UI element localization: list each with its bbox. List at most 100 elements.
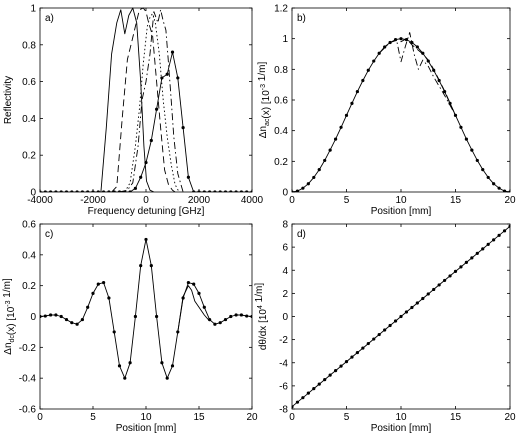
data-point: [49, 313, 53, 317]
data-point: [317, 168, 321, 172]
data-point: [234, 190, 238, 192]
data-point: [86, 190, 90, 192]
panel-label: c): [45, 229, 53, 240]
data-point: [306, 391, 310, 395]
x-tick-label: 0: [37, 412, 43, 423]
data-point: [59, 190, 63, 192]
data-point: [415, 301, 419, 305]
data-point: [170, 364, 175, 368]
data-point: [176, 330, 180, 334]
x-tick-label: 2000: [188, 195, 211, 206]
series-line-solid: [93, 7, 155, 192]
data-point: [486, 175, 490, 180]
data-point: [475, 251, 479, 255]
data-point: [223, 317, 228, 322]
data-point: [502, 229, 507, 233]
data-point: [133, 314, 137, 319]
data-point: [128, 190, 132, 192]
data-point: [213, 322, 217, 326]
x-axis-label: Position [mm]: [371, 206, 432, 217]
data-point: [223, 190, 228, 192]
data-point: [102, 280, 106, 285]
series-line-dashed: [111, 7, 176, 192]
data-point: [139, 264, 143, 268]
data-point: [481, 247, 485, 251]
data-point: [186, 280, 190, 285]
data-point: [176, 76, 180, 80]
data-point: [388, 323, 392, 328]
y-tick-label: 0.6: [274, 96, 288, 107]
y-tick-label: 1: [30, 4, 36, 15]
data-point: [40, 314, 42, 319]
data-point: [464, 260, 468, 264]
data-point: [361, 78, 365, 83]
y-tick-label: 0: [30, 188, 36, 199]
plot-frame: [39, 7, 253, 193]
series-line-dashed: [389, 38, 456, 116]
data-point: [181, 126, 185, 130]
data-point: [448, 274, 452, 278]
data-point: [40, 190, 42, 192]
y-tick-label: 1: [282, 34, 288, 45]
y-tick-label: -6: [279, 381, 288, 392]
y-tick-label: -4: [279, 358, 288, 369]
y-tick-label: -0.6: [19, 405, 37, 416]
data-point: [80, 317, 84, 322]
data-point: [492, 182, 496, 186]
x-axis-label: Position [mm]: [371, 423, 432, 434]
x-axis-label: Position [mm]: [116, 423, 177, 434]
x-tick-label: 5: [90, 412, 96, 423]
data-point: [149, 138, 153, 143]
data-point: [372, 59, 376, 63]
x-axis-label: Frequency detuning [GHz]: [88, 206, 205, 217]
x-tick-label: 10: [395, 412, 407, 423]
data-point: [218, 321, 222, 325]
y-tick-label: 6: [282, 243, 288, 254]
y-tick-label: 0: [30, 312, 36, 323]
data-point: [377, 332, 381, 337]
data-point: [426, 292, 430, 296]
data-point: [344, 113, 349, 117]
x-tick-label: 5: [344, 412, 350, 423]
panel-label: a): [45, 13, 54, 24]
data-point: [192, 282, 196, 286]
data-point: [170, 50, 175, 54]
data-point: [355, 89, 359, 94]
data-point: [334, 369, 338, 373]
data-point: [459, 265, 463, 269]
data-point: [107, 190, 111, 192]
y-tick-label: 2: [282, 289, 288, 300]
data-point: [160, 76, 164, 80]
data-point: [312, 387, 316, 391]
y-tick-label: -2: [279, 335, 288, 346]
data-point: [202, 305, 206, 309]
x-tick-label: 15: [193, 412, 205, 423]
data-point: [350, 101, 354, 105]
data-point: [202, 190, 206, 192]
data-point: [295, 400, 300, 404]
data-point: [372, 337, 376, 341]
data-point: [508, 224, 510, 228]
data-point: [404, 310, 409, 314]
data-point: [229, 314, 233, 319]
data-point: [165, 376, 169, 380]
data-point: [49, 190, 53, 192]
data-point: [295, 189, 300, 192]
data-point: [117, 190, 122, 192]
data-point: [453, 113, 458, 117]
data-point: [437, 283, 441, 287]
x-tick-label: 20: [504, 195, 516, 206]
series-line-dotted: [124, 13, 180, 192]
data-point: [112, 330, 116, 334]
data-point: [492, 238, 496, 242]
data-point: [312, 175, 316, 180]
x-tick-label: 10: [140, 412, 152, 423]
data-point: [497, 186, 501, 190]
x-tick-label: 15: [450, 412, 462, 423]
y-tick-label: 0.4: [22, 114, 36, 125]
data-point: [96, 282, 100, 286]
data-point: [350, 355, 354, 359]
data-point: [86, 305, 90, 309]
data-point: [250, 190, 252, 192]
